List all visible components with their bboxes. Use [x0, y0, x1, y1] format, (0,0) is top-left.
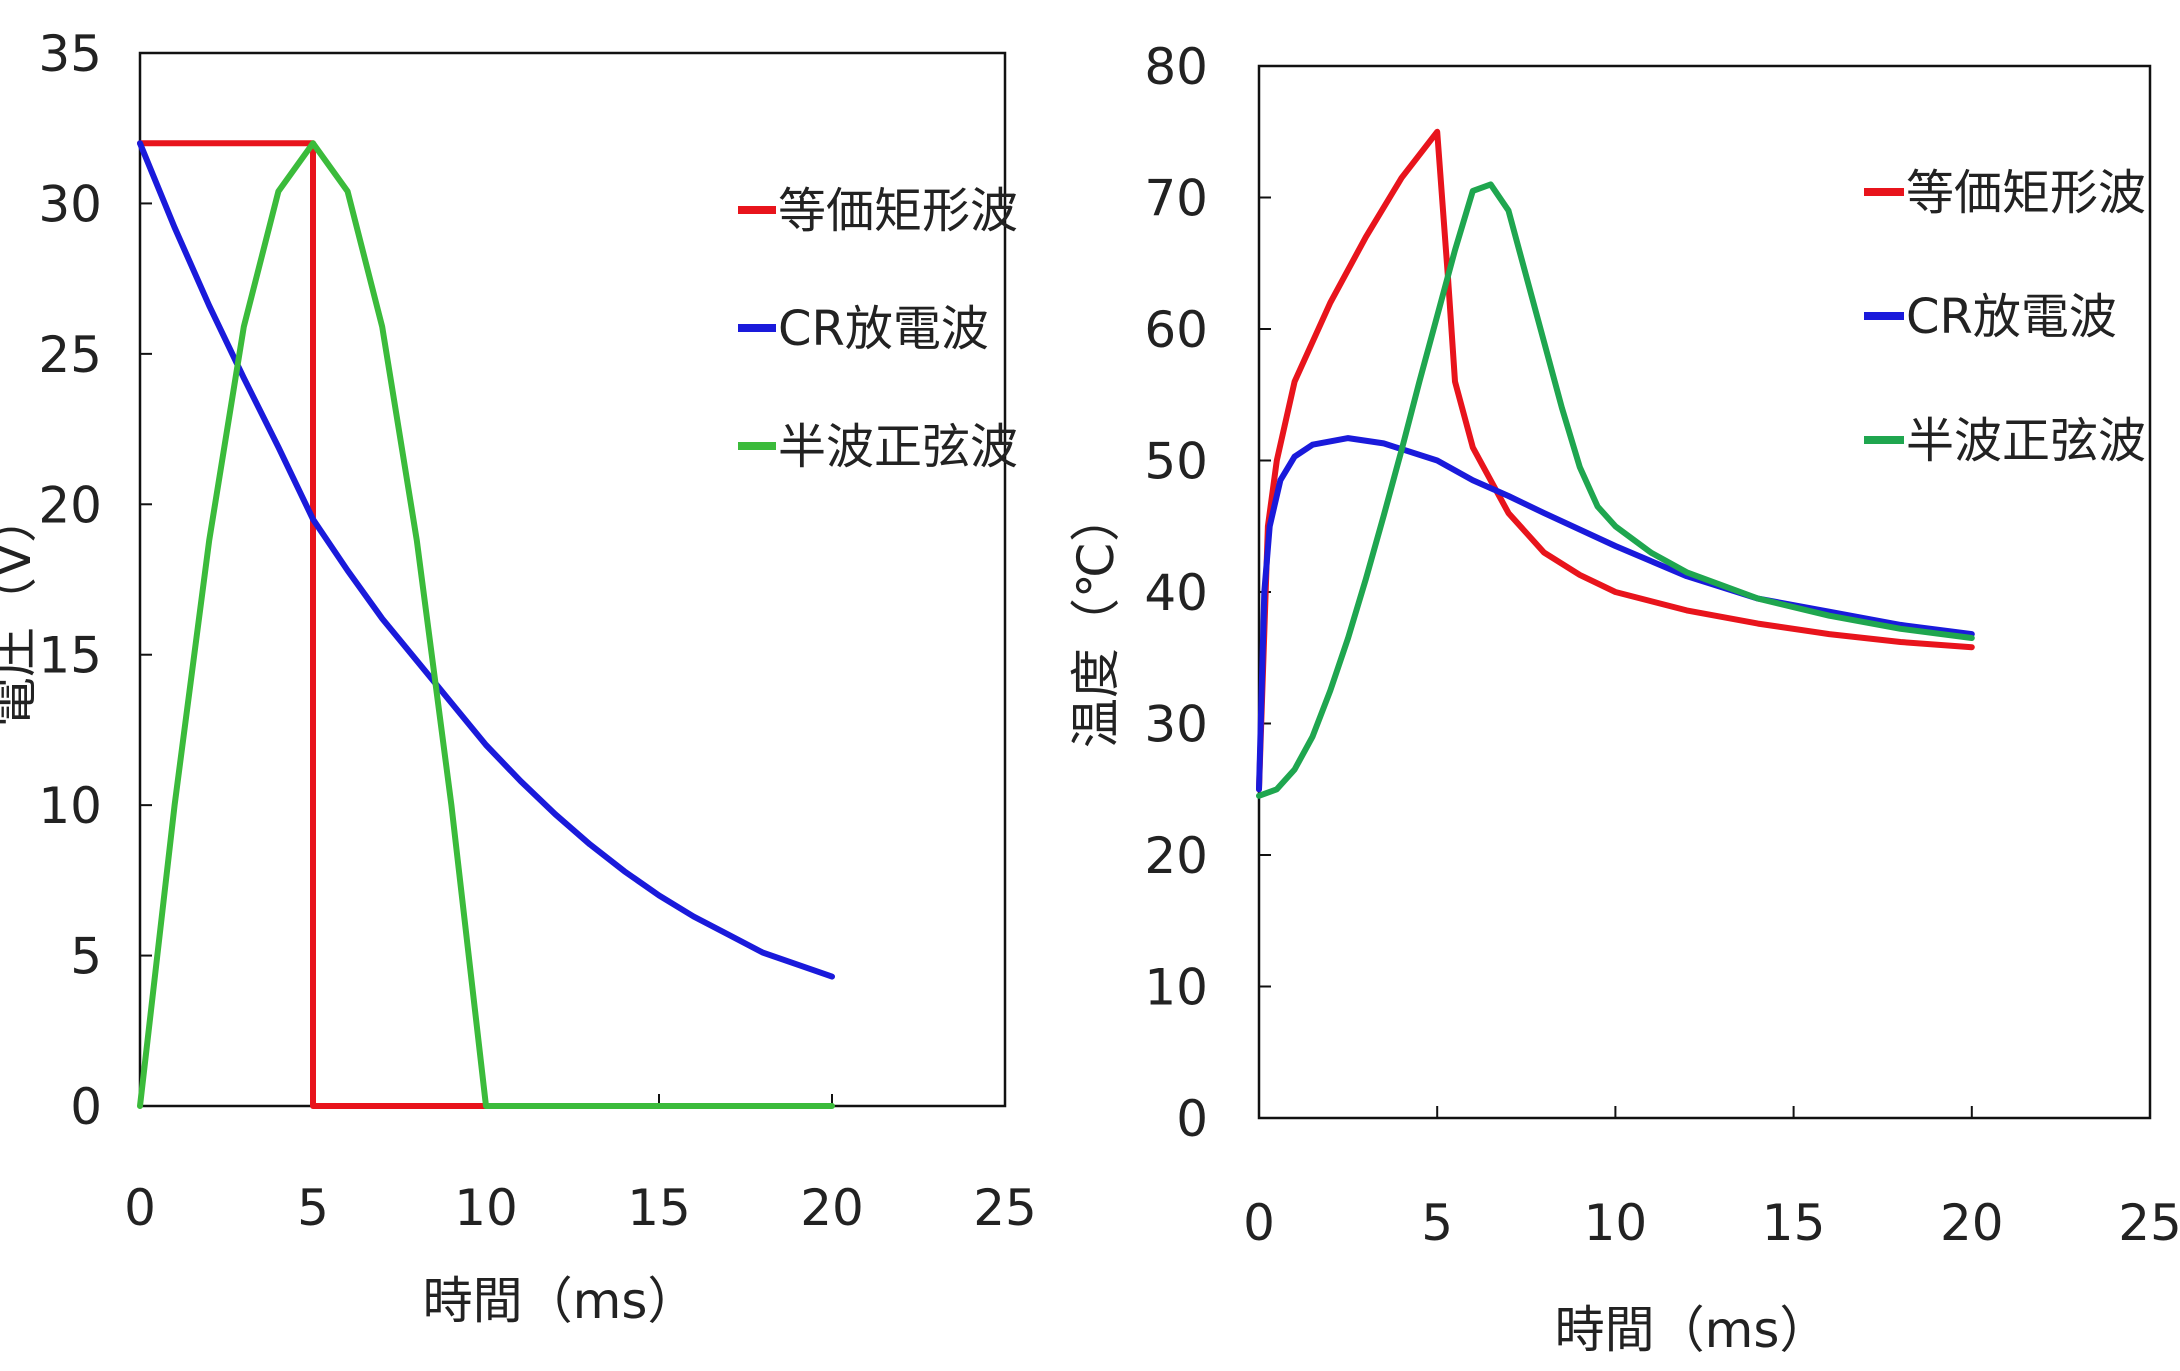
x-tick-label: 20 — [800, 1179, 864, 1237]
legend-label: 等価矩形波 — [778, 183, 1018, 239]
y-tick-label: 20 — [38, 476, 102, 534]
x-tick-label: 0 — [124, 1179, 156, 1237]
x-axis-title: 時間（ms） — [423, 1272, 698, 1330]
series-line-3 — [137, 140, 835, 1109]
series-line-1 — [137, 140, 489, 1109]
series-line-3 — [1256, 181, 1975, 799]
chart-2: 0 5 10 15 20 25 0 10 20 30 40 50 60 70 80 時間（ms） 温度（℃） 等価… — [1067, 38, 2180, 1359]
x-tick-label: 5 — [297, 1179, 329, 1237]
x-tick-label: 25 — [973, 1179, 1037, 1237]
x-tick-label: 15 — [1762, 1194, 1826, 1252]
x-tick-label: 0 — [1243, 1194, 1275, 1252]
y-tick-label: 15 — [38, 627, 102, 685]
y-axis-title: 温度（℃） — [1067, 492, 1125, 748]
y-tick-label: 20 — [1144, 827, 1208, 885]
y-tick-label: 80 — [1144, 38, 1208, 96]
y-tick-label: 0 — [1176, 1090, 1208, 1148]
y-tick-label: 30 — [1144, 696, 1208, 754]
y-tick-label: 35 — [38, 25, 102, 83]
y-tick-label: 70 — [1144, 170, 1208, 228]
x-tick-label: 15 — [627, 1179, 691, 1237]
x-tick-label: 25 — [2118, 1194, 2180, 1252]
series-line-2 — [137, 140, 835, 980]
y-tick-label: 10 — [38, 777, 102, 835]
legend-label: 半波正弦波 — [778, 419, 1018, 475]
y-tick-label: 30 — [38, 175, 102, 233]
x-tick-label: 20 — [1940, 1194, 2004, 1252]
y-tick-label: 25 — [38, 326, 102, 384]
x-tick-label: 10 — [1584, 1194, 1648, 1252]
y-tick-label: 40 — [1144, 564, 1208, 622]
plot-frame — [1257, 64, 2152, 1120]
legend-label: 等価矩形波 — [1906, 165, 2146, 221]
legend-label: 半波正弦波 — [1906, 413, 2146, 469]
y-tick-label: 10 — [1144, 959, 1208, 1017]
legend-label: CR放電波 — [1906, 289, 2117, 345]
y-tick-label: 50 — [1144, 433, 1208, 491]
y-tick-label: 5 — [70, 928, 102, 986]
y-axis-title: 電圧（V） — [0, 493, 42, 727]
x-tick-label: 10 — [454, 1179, 518, 1237]
series-line-1 — [1256, 128, 1975, 793]
series-line-2 — [1256, 435, 1975, 793]
x-tick-label: 5 — [1421, 1194, 1453, 1252]
y-tick-label: 60 — [1144, 301, 1208, 359]
x-axis-title: 時間（ms） — [1555, 1301, 1830, 1359]
legend-label: CR放電波 — [778, 301, 989, 357]
y-tick-label: 0 — [70, 1078, 102, 1136]
chart-1: 0 5 10 15 20 25 0 5 10 15 20 25 30 35 時間（ms） 電圧（V） 等価矩形波… — [0, 25, 1037, 1330]
